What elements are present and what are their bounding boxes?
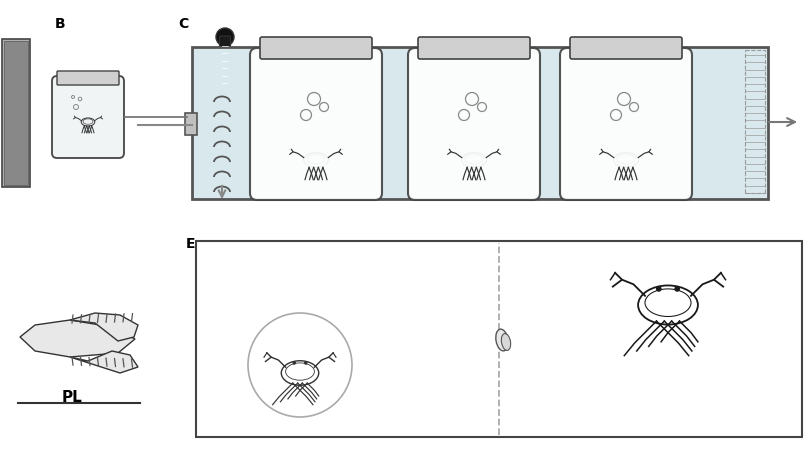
Text: B: B xyxy=(55,17,65,31)
Text: E: E xyxy=(186,237,196,251)
Polygon shape xyxy=(70,351,138,373)
FancyBboxPatch shape xyxy=(408,48,540,200)
Ellipse shape xyxy=(496,329,508,351)
FancyBboxPatch shape xyxy=(196,241,802,437)
FancyBboxPatch shape xyxy=(4,41,28,185)
Ellipse shape xyxy=(281,361,318,385)
Circle shape xyxy=(675,286,680,292)
FancyBboxPatch shape xyxy=(2,39,30,187)
Circle shape xyxy=(216,28,234,46)
Polygon shape xyxy=(70,313,138,341)
FancyBboxPatch shape xyxy=(560,48,692,200)
FancyBboxPatch shape xyxy=(192,47,768,199)
Circle shape xyxy=(304,361,308,365)
FancyBboxPatch shape xyxy=(57,71,119,85)
Polygon shape xyxy=(20,320,135,357)
FancyBboxPatch shape xyxy=(52,76,124,158)
FancyBboxPatch shape xyxy=(185,113,197,135)
FancyBboxPatch shape xyxy=(260,37,372,59)
Ellipse shape xyxy=(501,334,511,350)
Text: C: C xyxy=(178,17,188,31)
Circle shape xyxy=(292,361,296,365)
FancyBboxPatch shape xyxy=(220,36,230,88)
Circle shape xyxy=(656,286,662,292)
Ellipse shape xyxy=(638,285,698,324)
Text: PL: PL xyxy=(61,390,82,405)
FancyBboxPatch shape xyxy=(570,37,682,59)
FancyBboxPatch shape xyxy=(418,37,530,59)
FancyBboxPatch shape xyxy=(250,48,382,200)
